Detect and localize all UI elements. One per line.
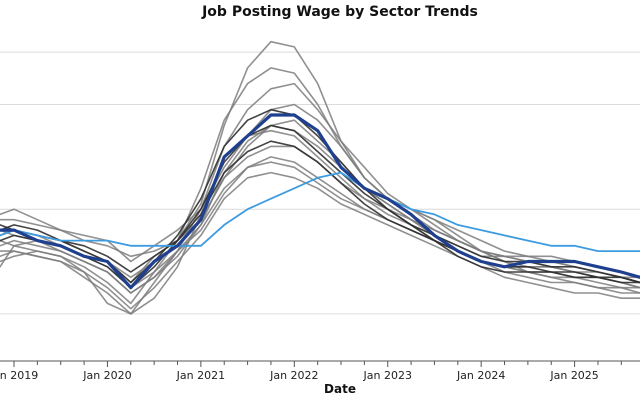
- y-gridlines: [0, 51, 640, 315]
- x-tick-label-1: Jan 2020: [82, 369, 131, 382]
- series-line-15: [0, 113, 640, 290]
- series-line-14: [0, 171, 640, 310]
- x-tick-label-0: Jan 2019: [0, 369, 38, 382]
- x-tick-label-3: Jan 2022: [269, 369, 318, 382]
- series-line-3: [0, 82, 640, 315]
- x-tick-label-2: Jan 2021: [176, 369, 225, 382]
- series-line-13: [0, 161, 640, 289]
- series-line-16: [0, 171, 640, 252]
- x-tick-label-5: Jan 2024: [456, 369, 505, 382]
- series-lines: [0, 40, 640, 315]
- x-axis-ticks: Jan 2019 Jan 2020 Jan 2021 Jan 2022 Jan 2023…: [0, 361, 622, 382]
- x-tick-label-4: Jan 2023: [363, 369, 412, 382]
- series-line-10: [0, 124, 640, 289]
- x-axis-label: Date: [324, 382, 356, 396]
- x-tick-label-6: Jan 2025: [549, 369, 598, 382]
- series-line-11: [0, 140, 640, 284]
- series-line-9: [0, 108, 640, 284]
- chart-title: Job Posting Wage by Sector Trends: [201, 4, 478, 20]
- series-line-2: [0, 67, 640, 305]
- series-line-6: [0, 119, 640, 279]
